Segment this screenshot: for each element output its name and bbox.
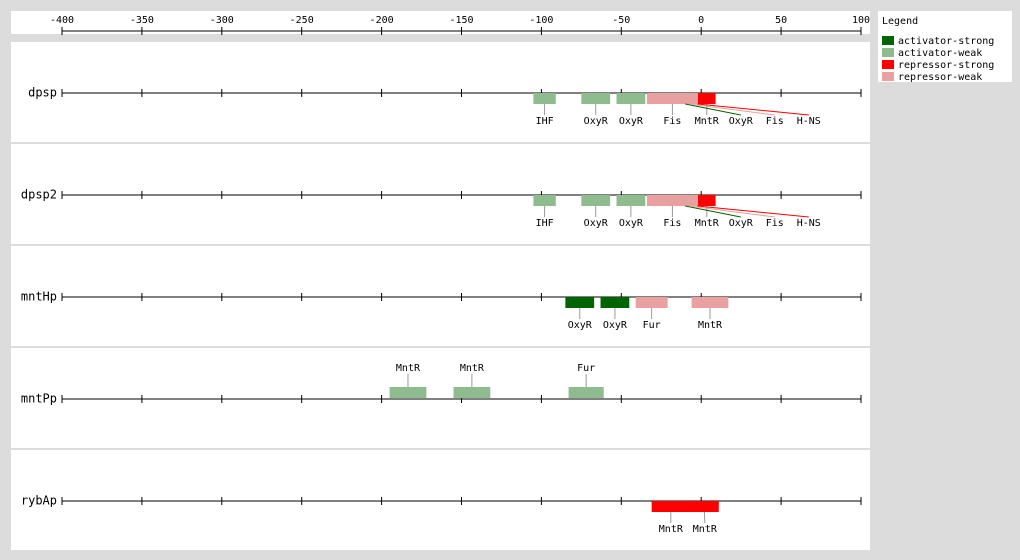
- x-tick-label: 0: [698, 15, 704, 26]
- site-label: OxyR: [568, 320, 593, 331]
- site-box: [635, 297, 668, 308]
- legend: [878, 11, 1012, 82]
- site-box: [698, 93, 716, 104]
- site-label: OxyR: [584, 218, 609, 229]
- site-label: OxyR: [619, 116, 644, 127]
- site-label: Fur: [577, 363, 595, 374]
- site-box: [616, 195, 646, 206]
- leader: [689, 205, 775, 218]
- x-tick-label: -200: [370, 15, 394, 26]
- row-name: dpsp2: [21, 188, 57, 202]
- x-tick-label: 100: [852, 15, 870, 26]
- x-tick-label: -350: [130, 15, 154, 26]
- x-tick-label: -50: [612, 15, 630, 26]
- site-label: OxyR: [603, 320, 628, 331]
- row-panel: [11, 348, 870, 448]
- row-name: rybAp: [21, 494, 57, 508]
- legend-title: Legend: [882, 16, 918, 27]
- site-box: [565, 297, 595, 308]
- site-box: [453, 387, 491, 398]
- site-label: MntR: [460, 363, 485, 374]
- site-label: Fis: [663, 218, 681, 229]
- site-box: [533, 195, 556, 206]
- site-box: [568, 387, 604, 398]
- site-box: [690, 501, 719, 512]
- row-panel: [11, 246, 870, 346]
- legend-label: activator-weak: [898, 48, 982, 59]
- site-label: MntR: [695, 218, 720, 229]
- legend-swatch: [882, 72, 894, 81]
- legend-label: repressor-weak: [898, 72, 982, 83]
- site-box: [691, 297, 729, 308]
- site-label: Fis: [766, 218, 784, 229]
- site-label: OxyR: [584, 116, 609, 127]
- row-panel: [11, 450, 870, 550]
- site-label: OxyR: [729, 116, 754, 127]
- row-name: mntHp: [21, 290, 57, 304]
- row-panel: [11, 42, 870, 142]
- site-box: [581, 93, 611, 104]
- site-label: MntR: [693, 524, 718, 535]
- site-box: [646, 195, 699, 206]
- site-label: Fis: [663, 116, 681, 127]
- site-label: H-NS: [797, 218, 821, 229]
- site-label: IHF: [536, 116, 554, 127]
- site-label: Fur: [643, 320, 661, 331]
- x-tick-label: -300: [210, 15, 234, 26]
- axis-panel: [11, 11, 870, 34]
- site-box: [698, 195, 716, 206]
- site-label: MntR: [695, 116, 720, 127]
- site-box: [616, 93, 646, 104]
- site-label: MntR: [698, 320, 723, 331]
- site-label: Fis: [766, 116, 784, 127]
- site-label: MntR: [659, 524, 684, 535]
- leader: [697, 103, 809, 116]
- x-tick-label: -100: [529, 15, 553, 26]
- legend-label: repressor-strong: [898, 60, 994, 71]
- legend-swatch: [882, 36, 894, 45]
- legend-swatch: [882, 48, 894, 57]
- row-name: mntPp: [21, 392, 57, 406]
- x-tick-label: -150: [449, 15, 473, 26]
- site-label: OxyR: [729, 218, 754, 229]
- site-label: H-NS: [797, 116, 821, 127]
- x-tick-label: -250: [290, 15, 314, 26]
- x-tick-label: 50: [775, 15, 787, 26]
- leader: [689, 103, 775, 116]
- site-box: [651, 501, 691, 512]
- site-label: IHF: [536, 218, 554, 229]
- legend-swatch: [882, 60, 894, 69]
- leader: [685, 103, 741, 116]
- row-name: dpsp: [28, 86, 57, 100]
- site-label: MntR: [396, 363, 421, 374]
- leader: [685, 205, 741, 218]
- x-tick-label: -400: [50, 15, 74, 26]
- legend-label: activator-strong: [898, 36, 994, 47]
- site-box: [389, 387, 427, 398]
- site-box: [581, 195, 611, 206]
- site-label: OxyR: [619, 218, 644, 229]
- site-box: [600, 297, 630, 308]
- leader: [697, 205, 809, 218]
- row-panel: [11, 144, 870, 244]
- site-box: [533, 93, 556, 104]
- site-box: [646, 93, 699, 104]
